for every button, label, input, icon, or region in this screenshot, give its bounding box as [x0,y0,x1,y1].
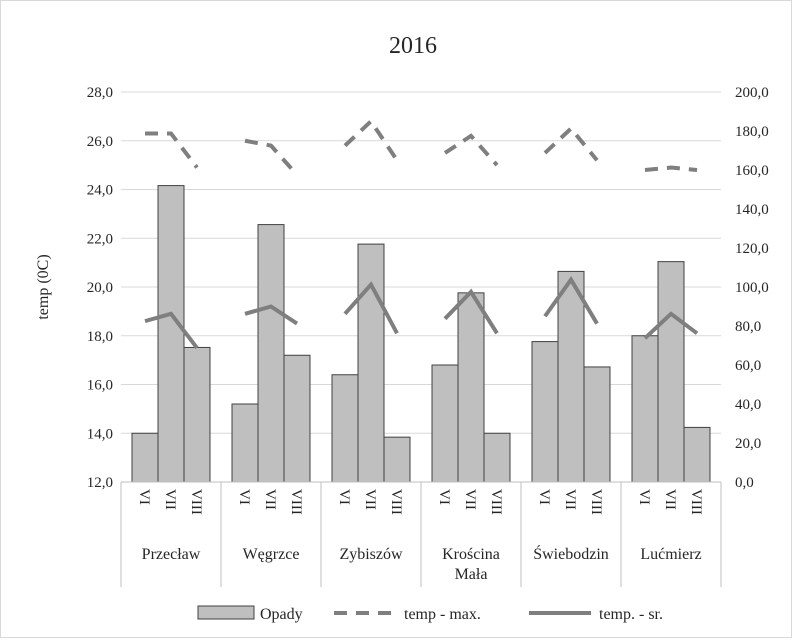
y2-tick-label: 80,0 [735,319,761,335]
y-tick-label: 18,0 [87,329,113,345]
bar [283,354,311,483]
bar [357,243,385,483]
station-label: Mała [455,566,488,583]
y-tick-label: 12,0 [87,475,113,491]
y2-tick-label: 140,0 [735,202,769,218]
bar [183,346,211,483]
y-tick-label: 14,0 [87,426,113,442]
y2-tick-label: 20,0 [735,436,761,452]
station-label: Zybiszów [339,546,403,563]
temp-avg-line [643,311,699,340]
temp-avg-line [244,304,299,326]
y2-tick-label: 180,0 [735,124,769,140]
station-label: Przecław [142,546,201,563]
month-tick-label: VIII [588,489,604,515]
month-tick-label: VI [136,489,152,505]
temp-avg-line [443,288,499,335]
temp-max-line [543,125,599,162]
y-tick-label: 20,0 [87,280,113,296]
gridlines [121,91,721,434]
y2-tick-label: 40,0 [735,397,761,413]
month-tick-label: VII [462,489,478,510]
station-label: Świebodzin [533,544,609,563]
y-axis-label: temp (0C) [35,254,52,319]
month-tick-label: VII [562,489,578,510]
y-tick-label: 28,0 [87,85,113,101]
y2-tick-label: 100,0 [735,280,769,296]
temp-avg-line [343,281,399,335]
bar [231,403,259,483]
temp-max-line [244,138,299,177]
station-label: Węgrzce [243,546,300,563]
month-tick-label: VIII [188,489,204,515]
bar [483,432,511,483]
station-label: Krościna [442,546,500,563]
bar [383,436,411,483]
y2-tick-label: 200,0 [735,85,769,101]
month-tick-label: VII [662,489,678,510]
y-tick-label: 24,0 [87,183,113,199]
y-tick-label: 22,0 [87,231,113,247]
legend-label: temp. - sr. [599,606,663,623]
month-tick-label: VIII [388,489,404,515]
legend-label: Opady [260,606,303,623]
month-tick-label: VIII [688,489,704,515]
month-tick-label: VIII [488,489,504,515]
temp-avg-line [543,276,599,325]
y2-tick-label: 160,0 [735,163,769,179]
station-label: Lućmierz [640,546,701,563]
bar [431,364,459,483]
bar [683,426,711,483]
legend-swatch-opady [197,605,255,620]
bar [131,432,159,483]
y-tick-label: 16,0 [87,378,113,394]
legend-label: temp - max. [404,606,481,623]
month-tick-label: VII [262,489,278,510]
bar-series-opady [131,185,711,483]
temp-avg-line [144,311,199,350]
temp-max-line [145,131,199,169]
y2-tick-label: 60,0 [735,358,761,374]
y2-tick-label: 0,0 [735,475,754,491]
legend: Opady temp - max. temp. - sr. [197,605,663,623]
bar [631,335,659,483]
month-tick-label: VI [436,489,452,505]
line-series [144,118,699,350]
bar [257,224,285,483]
bar [583,366,611,483]
month-tick-label: VI [336,489,352,505]
chart-title: 2016 [389,33,437,59]
temp-max-line [343,118,399,162]
y-tick-label: 26,0 [87,134,113,150]
bar [157,185,185,483]
y2-tick-label: 120,0 [735,241,769,257]
bar [557,270,585,483]
month-tick-label: VIII [288,489,304,515]
bar [457,292,485,483]
bar [657,261,685,483]
bar [531,341,559,483]
temp-max-line [644,165,698,172]
bar [331,374,359,483]
temp-max-line [443,133,499,167]
month-tick-label: VI [536,489,552,505]
month-tick-label: VII [362,489,378,510]
month-tick-label: VI [636,489,652,505]
month-tick-label: VI [236,489,252,505]
axes: 12,0 14,0 16,0 18,0 20,0 22,0 24,0 26,0 28,0 0,0 2… [87,85,769,587]
month-tick-label: VII [162,489,178,510]
